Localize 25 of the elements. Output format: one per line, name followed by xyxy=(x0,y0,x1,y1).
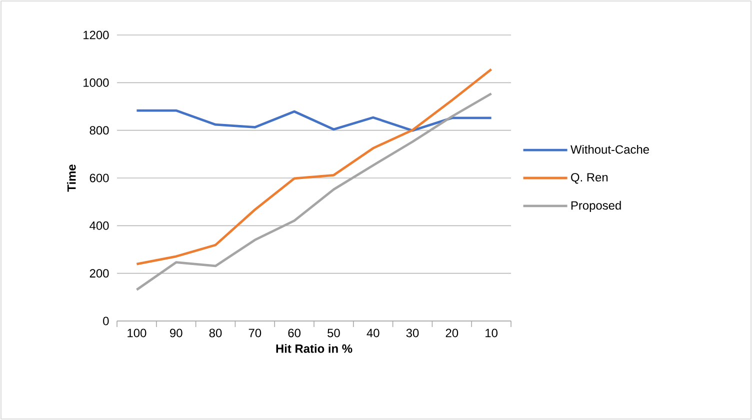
y-tick-label: 800 xyxy=(90,126,109,135)
legend-label: Q. Ren xyxy=(571,173,608,184)
y-tick-label: 1200 xyxy=(84,30,109,40)
x-tick-label: 80 xyxy=(209,328,222,338)
x-tick-label: 90 xyxy=(170,328,182,338)
y-tick-label: 200 xyxy=(90,269,109,278)
y-tick-label: 1000 xyxy=(84,78,109,87)
x-tick-label: 20 xyxy=(446,328,458,338)
x-tick-label: 70 xyxy=(248,328,262,338)
y-tick-label: 600 xyxy=(90,174,109,182)
x-tick-label: 40 xyxy=(366,328,380,338)
x-tick-label: 10 xyxy=(486,328,498,338)
line-series xyxy=(136,109,493,132)
line-series xyxy=(136,68,493,266)
y-tick-label: 0 xyxy=(103,316,109,326)
legend-label: Without-Cache xyxy=(570,144,649,154)
y-tick-label: 400 xyxy=(90,221,109,230)
line-series xyxy=(136,92,493,291)
x-tick-label: 50 xyxy=(328,328,340,338)
x-tick-label: 100 xyxy=(128,328,146,338)
y-axis-title: Time xyxy=(67,164,76,192)
legend-label: Proposed xyxy=(571,200,621,212)
x-tick-label: 30 xyxy=(406,328,419,338)
x-tick-label: 60 xyxy=(288,328,300,338)
x-axis-title: Hit Ratio in % xyxy=(276,344,352,353)
